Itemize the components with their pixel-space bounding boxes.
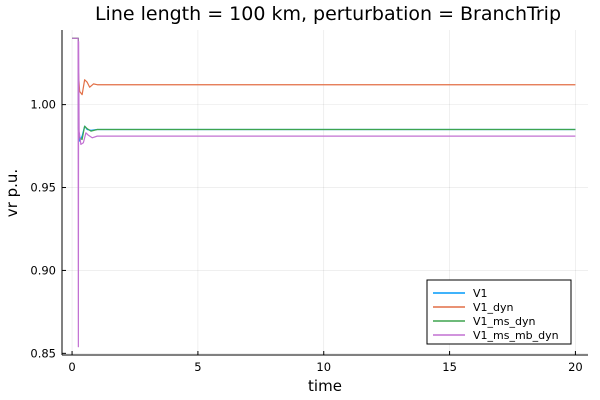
legend-entry: V1_dyn xyxy=(473,301,514,314)
y-ticks: 0.85 0.90 0.95 1.00 xyxy=(30,98,66,360)
legend-entry: V1_ms_mb_dyn xyxy=(473,329,559,342)
series-lines xyxy=(72,37,576,348)
x-tick-label: 20 xyxy=(568,360,583,374)
x-tick-label: 10 xyxy=(316,360,331,374)
y-tick-label: 0.95 xyxy=(30,181,56,195)
y-tick-label: 0.85 xyxy=(30,346,56,360)
x-tick-label: 0 xyxy=(68,360,75,374)
y-tick-label: 1.00 xyxy=(30,98,56,112)
x-axis-label: time xyxy=(308,377,342,395)
y-axis-label: vr p.u. xyxy=(3,169,21,217)
legend-box xyxy=(426,279,572,345)
legend-entry: V1 xyxy=(473,287,488,300)
x-tick-label: 5 xyxy=(194,360,201,374)
chart-title: Line length = 100 km, perturbation = Bra… xyxy=(95,3,561,25)
x-ticks: 0 5 10 15 20 xyxy=(68,351,583,374)
axes xyxy=(61,30,588,356)
y-tick-label: 0.90 xyxy=(30,263,56,277)
x-tick-label: 15 xyxy=(442,360,457,374)
legend-entry: V1_ms_dyn xyxy=(473,315,535,328)
series-line-v1-ms-mb-dyn xyxy=(72,37,576,348)
